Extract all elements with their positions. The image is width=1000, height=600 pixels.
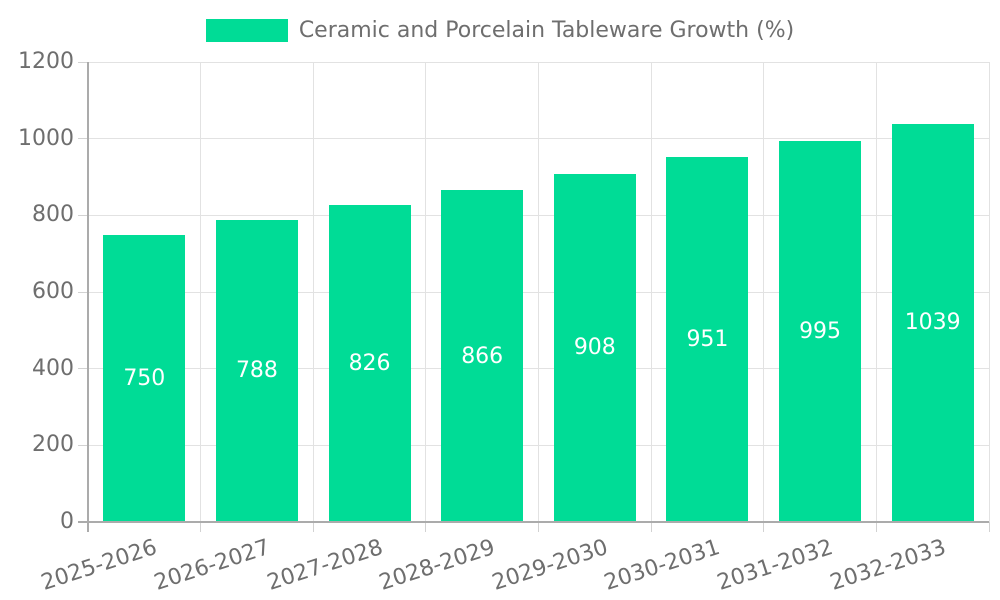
y-tick-mark (78, 368, 88, 370)
y-tick-mark (78, 291, 88, 293)
bar-value-label: 951 (686, 327, 729, 353)
x-tick-mark (538, 522, 539, 532)
bar-2028-2029[interactable]: 866 (441, 190, 524, 522)
v-gridline (763, 62, 765, 522)
y-tick-label: 0 (60, 509, 74, 534)
v-gridline (312, 62, 314, 522)
y-tick-mark (78, 138, 88, 140)
x-tick-mark (425, 522, 427, 532)
bar-value-label: 866 (461, 343, 504, 369)
bar-2032-2033[interactable]: 1039 (891, 123, 974, 522)
y-tick-mark (78, 61, 88, 63)
bar-2029-2030[interactable]: 908 (553, 173, 636, 522)
bar-value-label: 908 (573, 335, 616, 361)
x-tick-mark (200, 522, 202, 532)
y-tick-label: 200 (32, 432, 74, 458)
bar-2027-2028[interactable]: 826 (328, 205, 411, 522)
legend-label: Ceramic and Porcelain Tableware Growth (… (298, 18, 795, 43)
x-tick-mark (650, 522, 652, 532)
y-tick-label: 600 (32, 279, 74, 304)
v-gridline (650, 62, 652, 522)
x-tick-mark (312, 522, 314, 532)
y-tick-label: 1000 (18, 125, 74, 151)
bar-value-label: 995 (799, 318, 842, 344)
bar-value-label: 1039 (904, 310, 961, 336)
bar-value-label: 750 (123, 365, 166, 391)
x-tick-mark (875, 522, 877, 532)
bar-value-label: 788 (235, 358, 278, 384)
y-tick-mark (78, 444, 88, 446)
y-tick-mark (78, 214, 88, 216)
plot-area: 0 200 400 600 800 1000 1200 750 788 826 866 908 951 9… (18, 49, 990, 596)
bar-2026-2027[interactable]: 788 (215, 219, 298, 522)
x-tick-mark (988, 522, 990, 532)
v-gridline (425, 62, 427, 522)
v-gridline (875, 62, 877, 522)
x-axis-line (78, 521, 989, 523)
y-tick-label: 400 (32, 355, 74, 381)
x-tick-mark (763, 522, 765, 532)
bar-2031-2032[interactable]: 995 (779, 140, 862, 522)
v-gridline (538, 62, 539, 522)
v-gridline (988, 62, 990, 522)
y-tick-label: 1200 (18, 49, 74, 74)
y-axis-line (87, 62, 89, 532)
bar-2030-2031[interactable]: 951 (666, 157, 749, 522)
y-tick-label: 800 (32, 202, 74, 228)
legend-item[interactable]: Ceramic and Porcelain Tableware Growth (… (0, 16, 1000, 45)
bar-2025-2026[interactable]: 750 (103, 234, 186, 522)
v-gridline (200, 62, 202, 522)
bar-value-label: 826 (348, 351, 391, 377)
legend-swatch (205, 19, 288, 42)
